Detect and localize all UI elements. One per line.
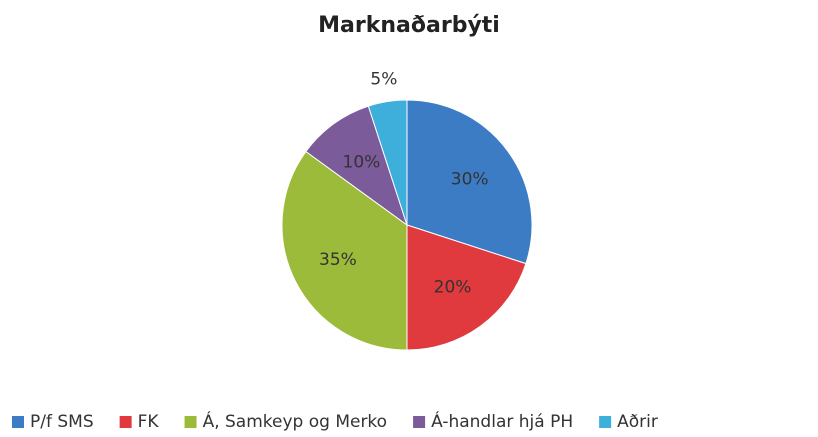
pie-slice: [305, 105, 408, 227]
legend-swatch: [184, 416, 197, 428]
legend-label: Á-handlar hjá PH: [431, 410, 573, 432]
pie-slice: [406, 99, 533, 265]
legend-label: Á, Samkeyp og Merko: [203, 410, 388, 432]
legend-label: P/f SMS: [30, 412, 94, 432]
chart-title: Marknaðarbýti: [318, 13, 500, 38]
data-label: 20%: [434, 278, 472, 298]
pie-slice: [367, 99, 408, 226]
data-label: 10%: [343, 152, 381, 172]
legend-label: FK: [138, 412, 160, 432]
pie-slice: [281, 150, 408, 351]
legend-label: Aðrir: [617, 412, 658, 432]
data-label: 30%: [451, 169, 489, 189]
legend-swatch: [119, 416, 132, 428]
legend-swatch: [413, 416, 426, 428]
legend-swatch: [12, 416, 24, 428]
legend-swatch: [599, 416, 612, 428]
data-label: 5%: [370, 69, 397, 89]
data-label: 35%: [319, 250, 357, 270]
pie-slice: [406, 224, 527, 351]
